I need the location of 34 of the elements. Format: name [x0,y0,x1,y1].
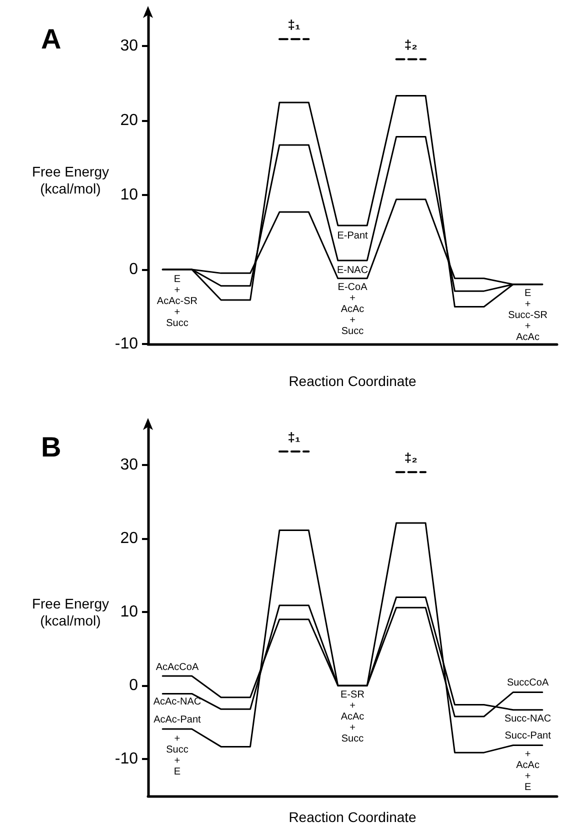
y-tick-label: 30 [120,456,138,474]
annotation: SuccCoA [506,678,549,689]
annotation: E-SR + AcAc + Succ [340,689,364,744]
annotation: AcAcCoA [156,662,199,674]
annotation: E-NAC [336,264,368,276]
y-tick-label: 30 [120,37,138,54]
annotation: E + AcAc-SR + Succ [156,274,198,329]
series-label: ‡₁ [288,430,300,445]
y-axis-title: Free Energy (kcal/mol) [32,164,109,196]
y-tick-label: 10 [120,186,138,204]
series-label: ‡₁ [288,17,300,32]
y-tick-label: 20 [120,112,138,129]
annotation: Succ-Pant [504,730,552,742]
chart-title: B [41,432,62,462]
y-tick-label: -10 [114,750,138,768]
annotation: AcAc-Pant [154,714,202,726]
y-tick-label: 0 [129,677,138,694]
series-label: ‡₂ [404,450,418,466]
y-tick-label: 20 [120,530,138,547]
y-axis-title: Free Energy (kcal/mol) [32,596,109,628]
annotation: E + Succ-SR + AcAc [508,288,548,344]
annotation: E-CoA + AcAc + Succ [338,282,368,338]
x-axis-title: Reaction Coordinate [288,809,417,825]
y-tick-label: 0 [129,260,138,278]
y-tick-label: -10 [114,336,138,352]
annotation: + AcAc + E [516,748,540,793]
annotation: + Succ + E [166,733,188,778]
annotation: AcAc-NAC [153,696,202,708]
series-label: ‡₂ [404,37,418,52]
x-axis-title: Reaction Coordinate [288,373,417,389]
y-tick-label: 10 [120,604,138,620]
chart-title: A [41,24,62,54]
annotation: E-Pant [337,230,368,242]
annotation: Succ-NAC [504,714,552,725]
